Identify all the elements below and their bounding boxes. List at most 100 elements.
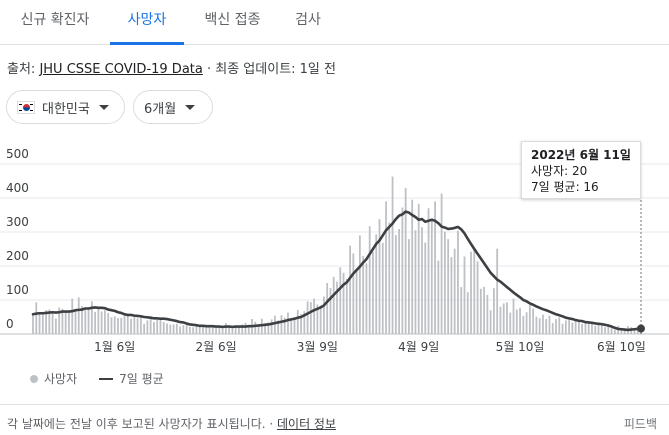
death-bar [430, 220, 433, 334]
death-bar [479, 288, 482, 334]
death-bar [74, 310, 77, 334]
death-bar [594, 325, 597, 334]
tab-testing[interactable]: 검사 [280, 0, 336, 44]
death-bar [329, 288, 332, 334]
death-bar [443, 231, 446, 334]
death-bar [421, 227, 423, 334]
death-bar [290, 318, 293, 334]
deaths-chart[interactable]: 0 100 200 300 400 500 1월 6일 2월 6일 3월 9일 4월 9일 5월 … [0, 140, 669, 365]
death-bar [156, 319, 159, 334]
death-bar [532, 308, 535, 334]
death-bar [54, 318, 57, 334]
death-bar [581, 323, 584, 334]
death-bar [293, 318, 296, 334]
y-tick-label: 400 [6, 181, 29, 195]
death-bar [202, 326, 204, 334]
death-bar [568, 319, 570, 334]
feedback-link[interactable]: 피드백 [623, 417, 657, 431]
death-bar [486, 294, 489, 334]
country-dropdown[interactable]: 대한민국 [6, 90, 125, 124]
death-bar [270, 319, 273, 334]
death-bar [545, 319, 548, 334]
source-link[interactable]: JHU CSSE COVID-19 Data [39, 62, 203, 77]
death-bar [388, 222, 391, 334]
death-bar [591, 323, 593, 334]
death-bar [613, 329, 616, 334]
chart-tooltip: 2022년 6월 11일 사망자: 20 7일 평균: 16 [521, 141, 641, 199]
death-bar [51, 311, 54, 334]
death-bar [542, 314, 544, 334]
tab-new-cases[interactable]: 신규 확진자 [0, 0, 110, 44]
chevron-down-icon [98, 104, 109, 110]
death-bar [211, 325, 214, 334]
footer-note-text: 각 날짜에는 전날 이후 보고된 사망자가 표시됩니다. [7, 417, 266, 431]
active-tab-indicator [110, 42, 184, 45]
tooltip-average: 7일 평균: 16 [531, 180, 599, 194]
y-tick-label: 200 [6, 249, 29, 263]
death-bar [97, 308, 100, 334]
death-bar [548, 315, 551, 334]
death-bar [68, 311, 70, 334]
death-bar [104, 310, 106, 334]
death-bar [519, 307, 521, 334]
death-bar [463, 256, 466, 334]
death-bar [300, 314, 302, 334]
y-tick-label: 300 [6, 215, 29, 229]
data-info-link[interactable]: 데이터 정보 [277, 417, 337, 431]
death-bar [509, 312, 512, 334]
death-bar [604, 327, 606, 334]
death-bar [130, 318, 132, 334]
death-bar [378, 219, 381, 334]
death-bar [332, 276, 335, 334]
death-bar [267, 322, 270, 334]
period-dropdown[interactable]: 6개월 [133, 90, 213, 124]
legend-deaths-label: 사망자 [44, 372, 78, 386]
death-bar [306, 301, 309, 334]
death-bar [460, 287, 463, 334]
death-bar [215, 327, 217, 334]
death-bar [241, 324, 244, 334]
death-bar [35, 302, 38, 334]
death-bar [555, 319, 557, 334]
death-bar [198, 326, 201, 334]
death-bar [470, 251, 472, 334]
death-bar [339, 267, 342, 334]
death-bar [506, 302, 508, 334]
death-bar [179, 326, 181, 334]
south-korea-flag-icon [17, 100, 35, 114]
death-bar [336, 281, 338, 334]
death-bar [303, 311, 306, 334]
death-bar [113, 316, 116, 334]
x-axis-ticks: 1월 6일 2월 6일 3월 9일 4월 9일 5월 10일 6월 10일 [94, 340, 646, 354]
footer-note: 각 날짜에는 전날 이후 보고된 사망자가 표시됩니다. · 데이터 정보 [7, 415, 336, 432]
death-bar [401, 207, 404, 334]
death-bar [205, 326, 208, 334]
death-bar [385, 201, 387, 334]
death-bar [166, 323, 168, 334]
death-bar [38, 312, 41, 334]
death-bar [502, 303, 505, 334]
death-bar [394, 235, 397, 334]
death-bar [153, 322, 155, 334]
death-bar [61, 308, 64, 334]
death-bar [58, 307, 61, 334]
death-bar [169, 324, 172, 334]
last-updated: · 최종 업데이트: 1일 전 [202, 62, 336, 77]
tab-vaccination[interactable]: 백신 접종 [185, 0, 280, 44]
death-bar [623, 329, 626, 334]
death-bar [146, 320, 149, 334]
death-bar [87, 309, 90, 334]
death-bar [453, 248, 456, 334]
death-bar [391, 176, 394, 334]
death-bar [499, 306, 502, 334]
death-bar [352, 253, 355, 334]
death-bar [313, 298, 316, 334]
country-dropdown-value: 대한민국 [42, 101, 90, 117]
tab-deaths[interactable]: 사망자 [110, 0, 184, 45]
death-bar [123, 314, 126, 334]
death-bar [238, 325, 240, 334]
death-bar [535, 316, 538, 334]
death-bar [466, 292, 469, 334]
chevron-down-icon [185, 104, 196, 110]
chart-gridlines [0, 163, 669, 335]
